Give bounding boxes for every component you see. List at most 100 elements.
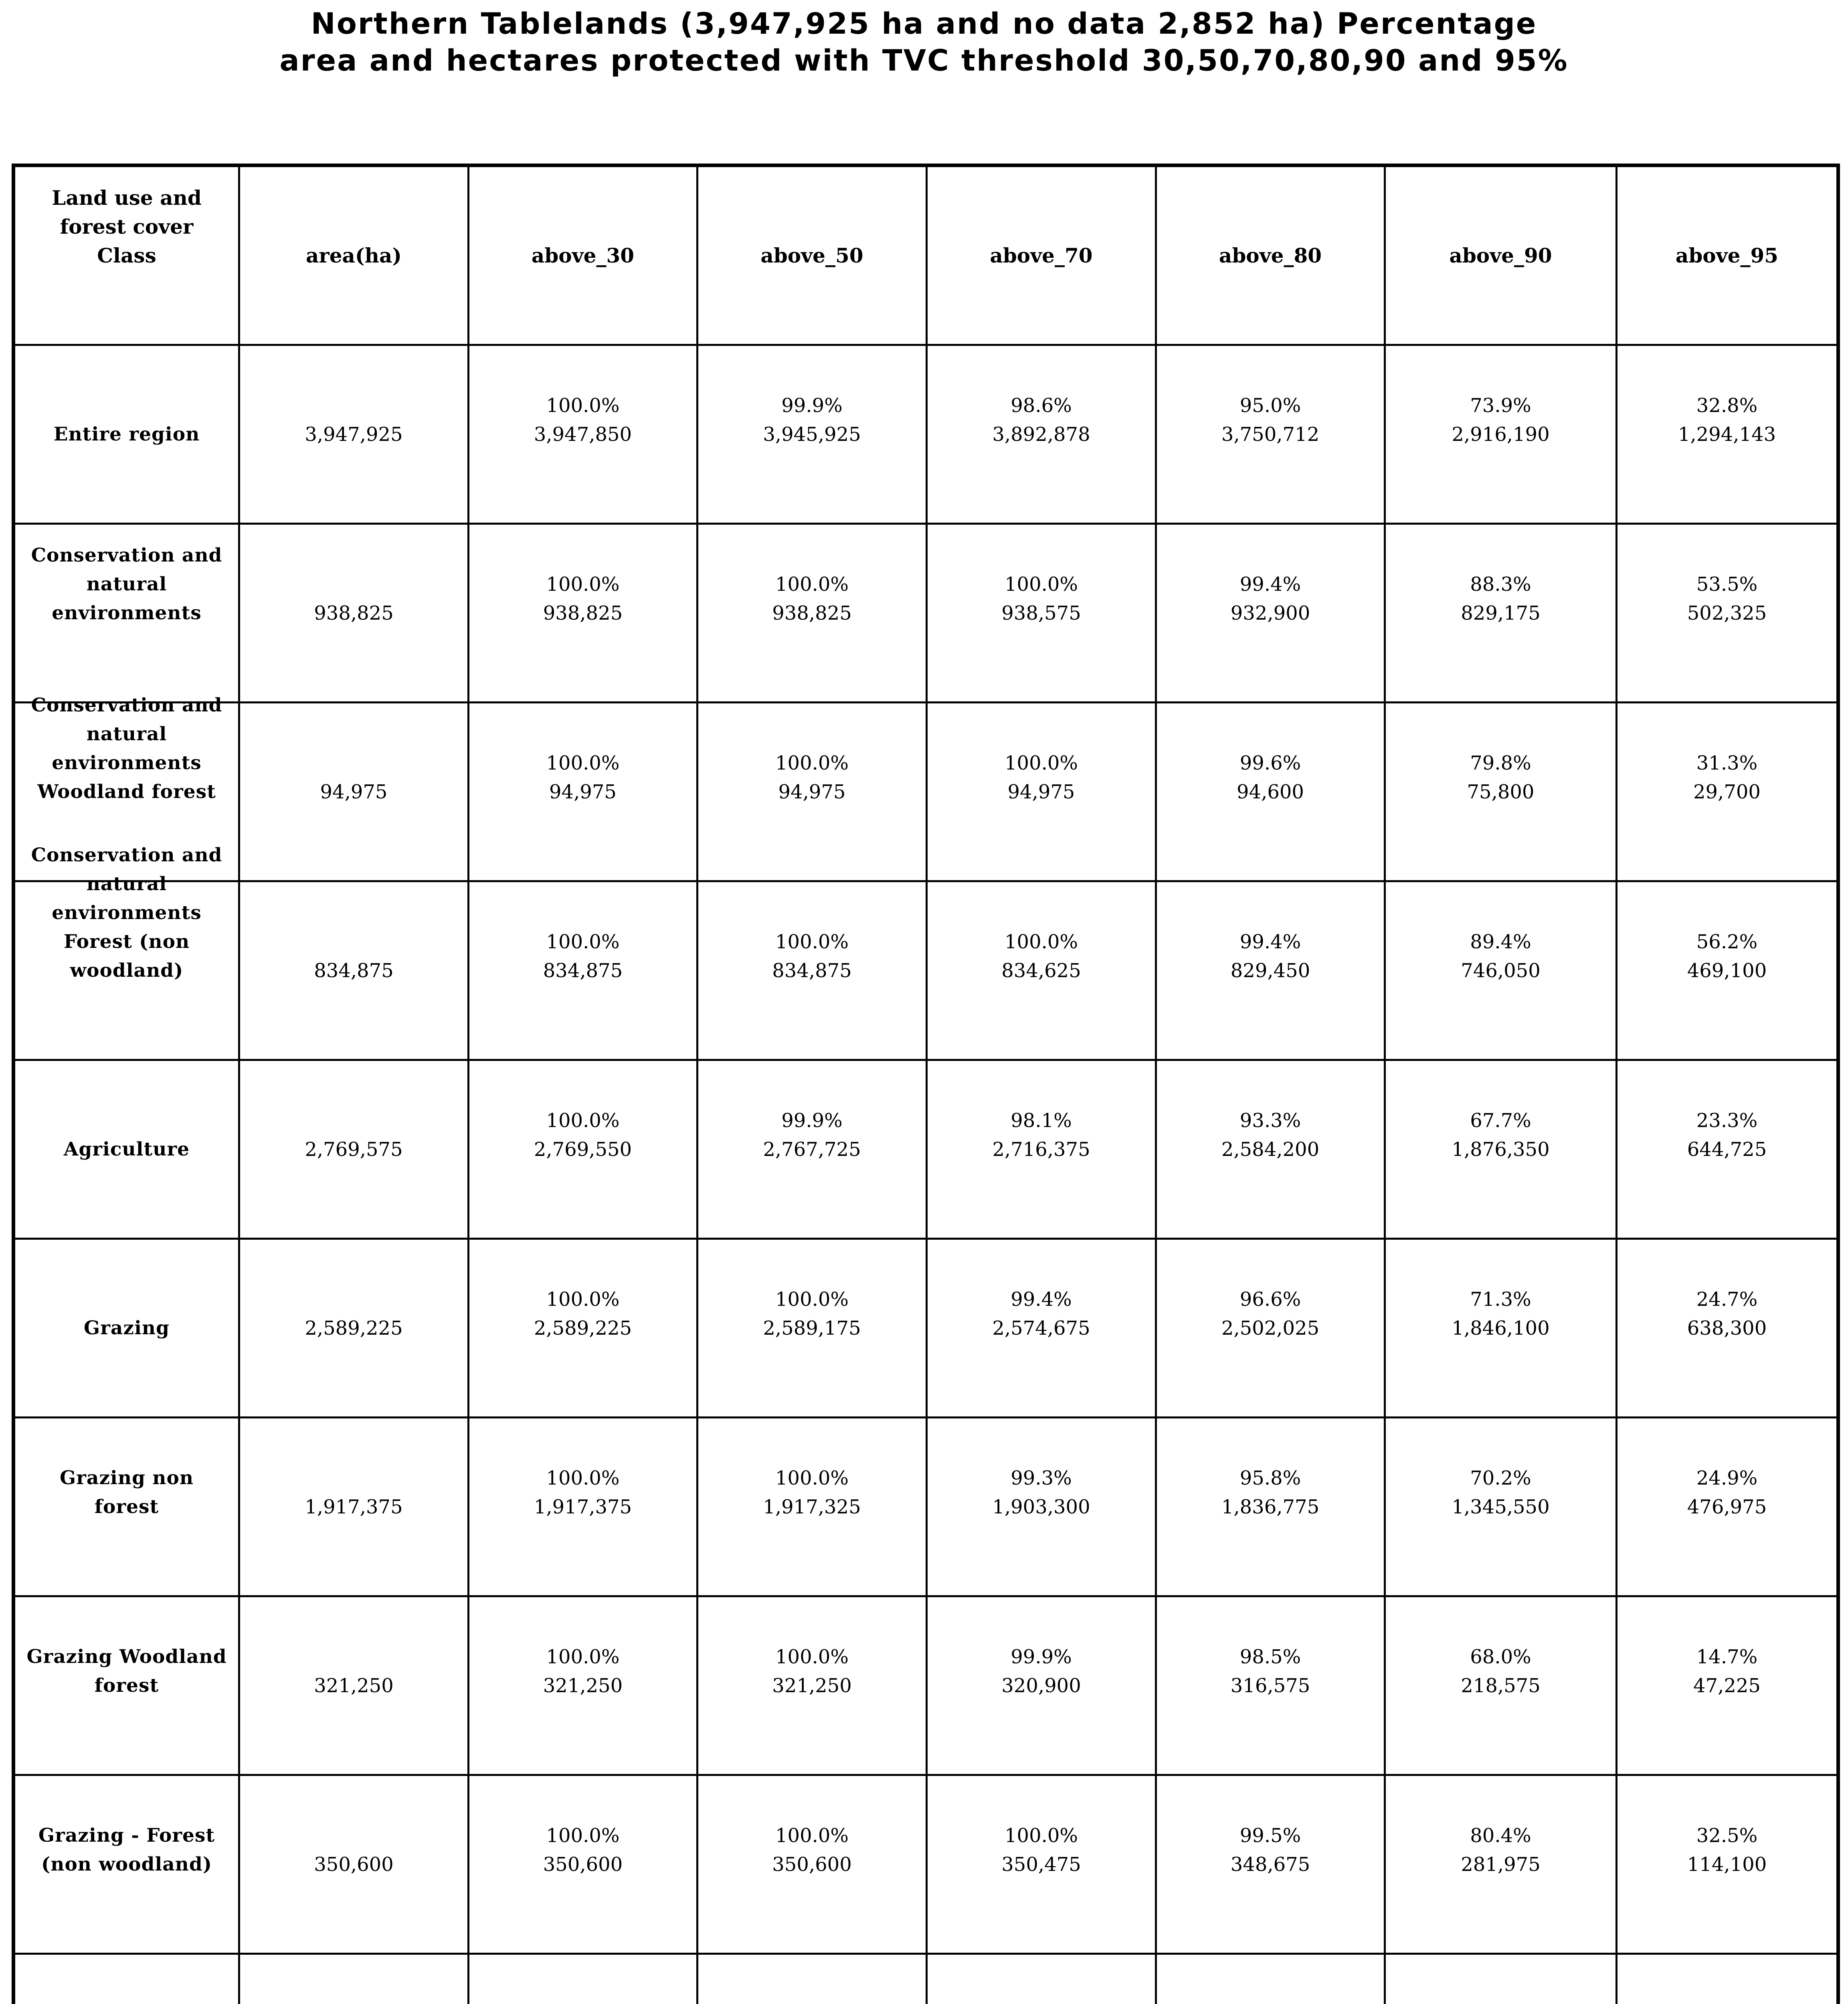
percent-value: 24.7% [1696,1288,1758,1311]
hectares-value: 2,716,375 [992,1138,1090,1161]
percent-value: 99.3% [1011,1467,1072,1489]
hectares-value: 1,345,550 [1452,1495,1550,1518]
hectares-value: 476,975 [1687,1495,1767,1518]
class-cell: Grazing Woodland forest [12,1595,240,1776]
hectares-value: 94,975 [549,780,617,803]
percent-value: 70.2% [1470,1467,1531,1489]
threshold-cell: 99.5% 348,675 [1155,1774,1386,1955]
threshold-cell: 71.3% 1,846,100 [1384,1238,1618,1418]
percent-value: 88.3% [1470,573,1531,596]
percent-value: 100.0% [546,1645,620,1668]
hectares-value: 316,575 [1230,1674,1310,1697]
threshold-cell: 99.6% 94,600 [1155,701,1386,882]
percent-value: 45.9% [1160,2000,1381,2004]
threshold-cell: 100.0% 350,475 [926,1774,1157,1955]
threshold-cell: 100.0%172,600 [467,1953,698,2004]
class-cell: Grazing non forest [12,1416,240,1597]
percent-value: 96.6% [1239,1288,1301,1311]
table-header: Land use and forest cover Class area(ha)… [12,164,1839,346]
threshold-cell: 73.9% 2,916,190 [1384,344,1618,525]
percent-value: 100.0% [546,1109,620,1132]
header-cell-above-50: above_50 [696,164,928,346]
header-row: Land use and forest cover Class area(ha)… [12,164,1839,346]
percent-value: 100.0% [775,1824,849,1847]
percent-value: 98.5% [1239,1645,1301,1668]
table-row: Cropping 172,625 100.0%172,600 99.0%170,… [12,1953,1839,2004]
hectares-value: 350,600 [772,1853,852,1876]
threshold-cell: 100.0% 94,975 [467,701,698,882]
threshold-cell: 100.0% 321,250 [696,1595,928,1776]
threshold-cell: 24.9% 476,975 [1615,1416,1839,1597]
percent-value: 99.4% [1239,573,1301,596]
threshold-cell: 100.0% 94,975 [696,701,928,882]
table-row: Grazing - Forest (non woodland) 350,600 … [12,1774,1839,1955]
threshold-cell: 100.0% 94,975 [926,701,1157,882]
percent-value: 79.8% [1470,752,1531,774]
percent-value: 14.7% [1696,1645,1758,1668]
threshold-cell: 100.0% 350,600 [696,1774,928,1955]
hectares-value: 2,767,725 [763,1138,861,1161]
percent-value: 32.5% [1696,1824,1758,1847]
hectares-value: 320,900 [1001,1674,1081,1697]
threshold-cell: 14.7% 47,225 [1615,1595,1839,1776]
hectares-value: 218,575 [1461,1674,1541,1697]
percent-value: 23.3% [1696,1109,1758,1132]
hectares-value: 2,584,200 [1221,1138,1320,1161]
page-title: Northern Tablelands (3,947,925 ha and no… [0,6,1848,79]
threshold-cell: 99.9% 2,767,725 [696,1059,928,1240]
percent-value: 99.5% [1239,1824,1301,1847]
hectares-value: 321,250 [772,1674,852,1697]
hectares-value: 281,975 [1461,1853,1541,1876]
threshold-cell: 93.3% 2,584,200 [1155,1059,1386,1240]
threshold-cell: 100.0% 2,589,175 [696,1238,928,1418]
percent-value: 100.0% [1004,573,1078,596]
hectares-value: 1,876,350 [1452,1138,1550,1161]
area-cell: 3,947,925 [238,344,469,525]
percent-value: 100.0% [546,394,620,417]
hectares-value: 829,175 [1461,602,1541,624]
area-cell: 2,589,225 [238,1238,469,1418]
protection-table: Land use and forest cover Class area(ha)… [12,164,1840,2004]
percent-value: 80.4% [1470,1824,1531,1847]
hectares-value: 2,502,025 [1221,1317,1320,1339]
percent-value: 100.0% [546,930,620,953]
percent-value: 100.0% [1004,1824,1078,1847]
threshold-cell: 95.0% 3,750,712 [1155,344,1386,525]
hectares-value: 3,892,878 [992,423,1090,446]
hectares-value: 469,100 [1687,959,1767,982]
threshold-cell: 32.8% 1,294,143 [1615,344,1839,525]
table-row: Agriculture 2,769,575 100.0% 2,769,550 99… [12,1059,1839,1240]
percent-value: 99.4% [1239,930,1301,953]
table-row: Conservation and natural environments Fo… [12,844,1839,1061]
threshold-cell: 24.7% 638,300 [1615,1238,1839,1418]
percent-value: 67.7% [1470,1109,1531,1132]
percent-value: 3.6% [1621,2000,1833,2004]
table-row: Grazing 2,589,225 100.0% 2,589,225 100.0%… [12,1238,1839,1418]
area-cell: 834,875 [238,880,469,1061]
threshold-cell: 100.0% 2,589,225 [467,1238,698,1418]
hectares-value: 834,875 [772,959,852,982]
hectares-value: 938,575 [1001,602,1081,624]
hectares-value: 94,600 [1237,780,1304,803]
percent-value: 98.6% [1011,394,1072,417]
hectares-value: 834,625 [1001,959,1081,982]
hectares-value: 644,725 [1687,1138,1767,1161]
threshold-cell: 99.0%170,975 [696,1953,928,2004]
threshold-cell: 95.8% 1,836,775 [1155,1416,1386,1597]
hectares-value: 94,975 [1007,780,1075,803]
percent-value: 93.3% [1239,1109,1301,1132]
page-title-line2: area and hectares protected with TVC thr… [279,44,1569,78]
percent-value: 99.4% [1011,1288,1072,1311]
header-cell-above-95: above_95 [1615,164,1839,346]
percent-value: 100.0% [546,1467,620,1489]
threshold-cell: 100.0% 1,917,375 [467,1416,698,1597]
threshold-cell: 100.0% 938,825 [467,523,698,703]
percent-value: 100.0% [546,1824,620,1847]
hectares-value: 350,475 [1001,1853,1081,1876]
percent-value: 24.9% [1696,1467,1758,1489]
percent-value: 95.8% [1239,1467,1301,1489]
threshold-cell: 96.6% 2,502,025 [1155,1238,1386,1418]
hectares-value: 350,600 [543,1853,623,1876]
percent-value: 98.1% [1011,1109,1072,1132]
